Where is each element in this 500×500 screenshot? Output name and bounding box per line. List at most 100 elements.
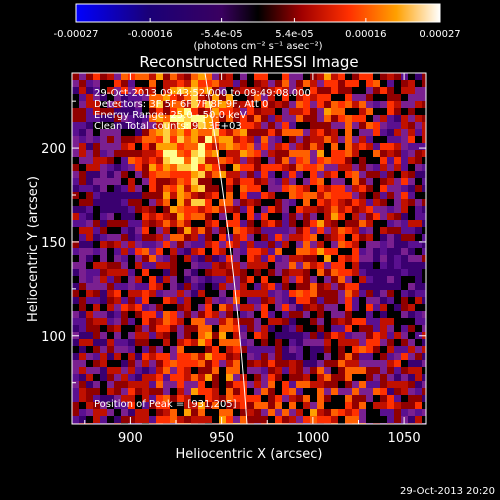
heatmap-cell bbox=[380, 381, 387, 388]
heatmap-cell bbox=[401, 94, 408, 101]
heatmap-cell bbox=[345, 248, 352, 255]
heatmap-cell bbox=[156, 262, 163, 269]
heatmap-cell bbox=[121, 220, 128, 227]
heatmap-cell bbox=[135, 206, 142, 213]
heatmap-cell bbox=[331, 192, 338, 199]
heatmap-cell bbox=[296, 269, 303, 276]
heatmap-cell bbox=[247, 213, 254, 220]
heatmap-cell bbox=[72, 199, 79, 206]
heatmap-cell bbox=[233, 220, 240, 227]
heatmap-cell bbox=[135, 87, 142, 94]
heatmap-cell bbox=[79, 416, 86, 423]
heatmap-cell bbox=[142, 255, 149, 262]
heatmap-cell bbox=[324, 73, 331, 80]
heatmap-cell bbox=[394, 192, 401, 199]
heatmap-cell bbox=[233, 409, 240, 416]
heatmap-cell bbox=[149, 360, 156, 367]
heatmap-cell bbox=[331, 395, 338, 402]
heatmap-cell bbox=[114, 255, 121, 262]
heatmap-cell bbox=[233, 87, 240, 94]
heatmap-cell bbox=[345, 206, 352, 213]
heatmap-cell bbox=[219, 171, 226, 178]
heatmap-cell bbox=[310, 129, 317, 136]
heatmap-cell bbox=[268, 297, 275, 304]
heatmap-cell bbox=[128, 262, 135, 269]
heatmap-cell bbox=[324, 157, 331, 164]
heatmap-cell bbox=[261, 255, 268, 262]
heatmap-cell bbox=[142, 129, 149, 136]
heatmap-cell bbox=[317, 108, 324, 115]
heatmap-cell bbox=[93, 388, 100, 395]
heatmap-cell bbox=[303, 360, 310, 367]
x-tick-label: 1050 bbox=[388, 431, 421, 446]
heatmap-cell bbox=[345, 374, 352, 381]
heatmap-cell bbox=[212, 367, 219, 374]
heatmap-cell bbox=[324, 129, 331, 136]
heatmap-cell bbox=[233, 178, 240, 185]
heatmap-cell bbox=[135, 283, 142, 290]
heatmap-cell bbox=[289, 108, 296, 115]
heatmap-cell bbox=[93, 416, 100, 423]
heatmap-cell bbox=[135, 129, 142, 136]
heatmap-cell bbox=[121, 360, 128, 367]
heatmap-cell bbox=[219, 129, 226, 136]
heatmap-cell bbox=[317, 73, 324, 80]
heatmap-cell bbox=[247, 227, 254, 234]
heatmap-cell bbox=[156, 143, 163, 150]
heatmap-cell bbox=[212, 143, 219, 150]
heatmap-cell bbox=[268, 101, 275, 108]
heatmap-cell bbox=[275, 73, 282, 80]
heatmap-cell bbox=[401, 318, 408, 325]
heatmap-cell bbox=[247, 122, 254, 129]
heatmap-cell bbox=[366, 227, 373, 234]
heatmap-cell bbox=[86, 101, 93, 108]
heatmap-cell bbox=[100, 171, 107, 178]
heatmap-cell bbox=[79, 115, 86, 122]
heatmap-cell bbox=[254, 129, 261, 136]
heatmap-cell bbox=[170, 353, 177, 360]
heatmap-cell bbox=[366, 178, 373, 185]
heatmap-cell bbox=[177, 192, 184, 199]
heatmap-cell bbox=[296, 101, 303, 108]
heatmap-cell bbox=[387, 325, 394, 332]
heatmap-cell bbox=[247, 262, 254, 269]
heatmap-cell bbox=[331, 220, 338, 227]
heatmap-cell bbox=[366, 87, 373, 94]
heatmap-cell bbox=[345, 311, 352, 318]
heatmap-cell bbox=[219, 416, 226, 423]
heatmap-cell bbox=[296, 318, 303, 325]
heatmap-cell bbox=[177, 269, 184, 276]
heatmap-cell bbox=[149, 220, 156, 227]
heatmap-cell bbox=[373, 178, 380, 185]
heatmap-cell bbox=[121, 339, 128, 346]
heatmap-cell bbox=[282, 381, 289, 388]
heatmap-cell bbox=[79, 122, 86, 129]
heatmap-cell bbox=[142, 150, 149, 157]
heatmap-cell bbox=[219, 115, 226, 122]
heatmap-cell bbox=[240, 255, 247, 262]
heatmap-cell bbox=[415, 304, 422, 311]
heatmap-cell bbox=[142, 108, 149, 115]
heatmap-cell bbox=[282, 297, 289, 304]
heatmap-cell bbox=[205, 115, 212, 122]
heatmap-cell bbox=[205, 339, 212, 346]
heatmap-cell bbox=[177, 87, 184, 94]
heatmap-cell bbox=[387, 402, 394, 409]
heatmap-cell bbox=[247, 108, 254, 115]
heatmap-cell bbox=[422, 304, 426, 311]
heatmap-cell bbox=[317, 227, 324, 234]
heatmap-cell bbox=[114, 185, 121, 192]
heatmap-cell bbox=[324, 346, 331, 353]
heatmap-cell bbox=[373, 192, 380, 199]
heatmap-cell bbox=[415, 178, 422, 185]
heatmap-cell bbox=[254, 395, 261, 402]
heatmap-cell bbox=[261, 220, 268, 227]
heatmap-cell bbox=[387, 73, 394, 80]
heatmap-cell bbox=[184, 353, 191, 360]
heatmap-cell bbox=[100, 255, 107, 262]
heatmap-cell bbox=[79, 87, 86, 94]
heatmap-cell bbox=[191, 388, 198, 395]
heatmap-cell bbox=[352, 388, 359, 395]
heatmap-cell bbox=[198, 220, 205, 227]
heatmap-cell bbox=[177, 255, 184, 262]
